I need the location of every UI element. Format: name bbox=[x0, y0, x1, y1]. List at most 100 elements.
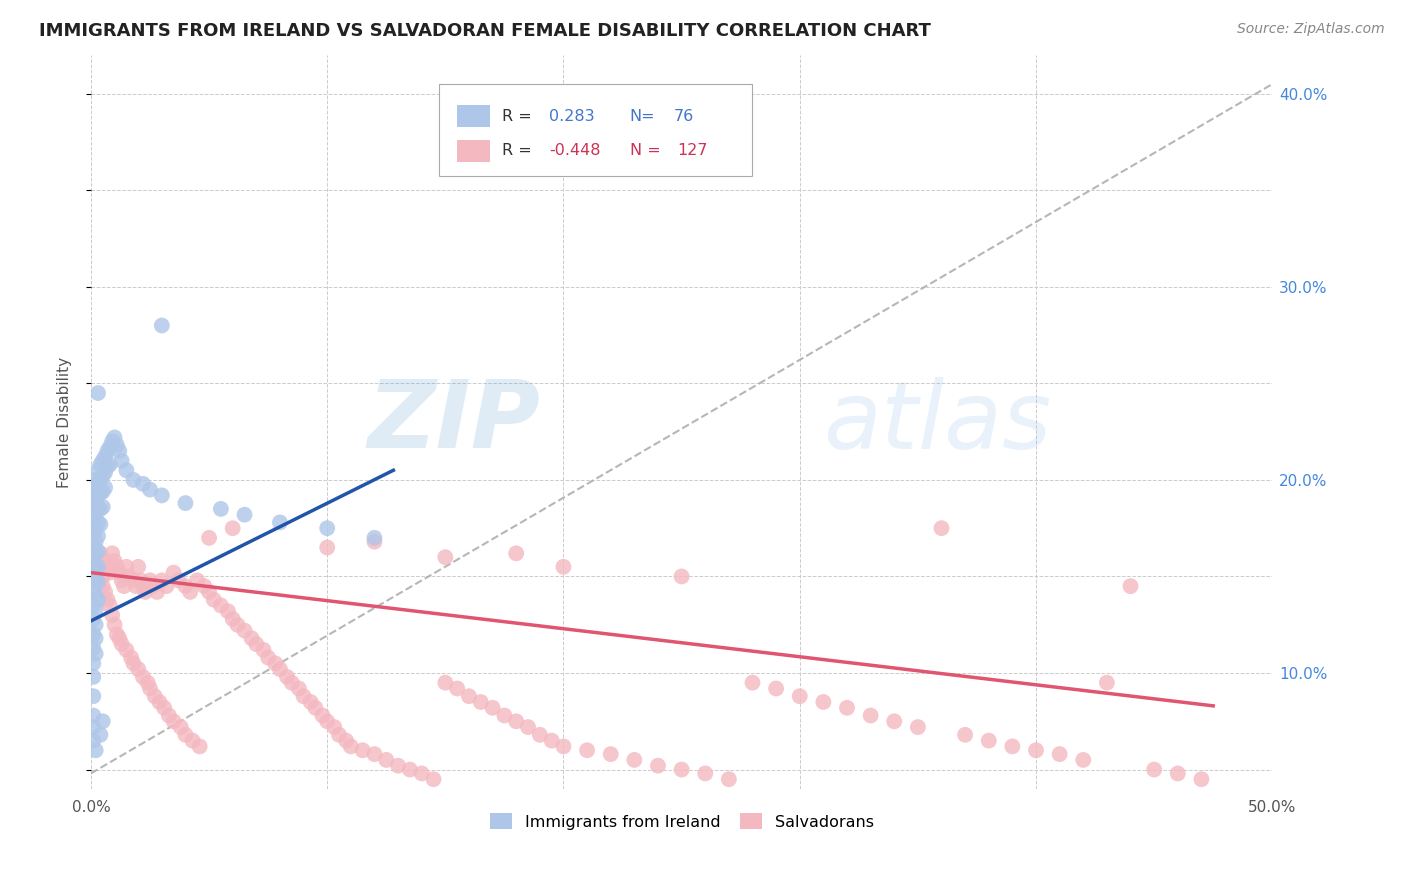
Point bbox=[813, 695, 835, 709]
Point bbox=[695, 766, 717, 780]
Point bbox=[89, 473, 111, 487]
Point bbox=[276, 670, 298, 684]
Point bbox=[103, 554, 125, 568]
Point bbox=[103, 430, 125, 444]
Point bbox=[101, 546, 124, 560]
Point bbox=[91, 453, 114, 467]
Point bbox=[91, 500, 114, 514]
Point bbox=[835, 700, 858, 714]
Point bbox=[84, 521, 107, 535]
Point bbox=[111, 637, 134, 651]
Point bbox=[87, 544, 110, 558]
Point bbox=[139, 574, 162, 588]
Point bbox=[292, 689, 315, 703]
Point bbox=[91, 569, 114, 583]
Point bbox=[1143, 763, 1166, 777]
Point bbox=[540, 733, 562, 747]
Point bbox=[94, 554, 117, 568]
Text: -0.448: -0.448 bbox=[550, 143, 600, 158]
Point bbox=[89, 486, 111, 500]
Point bbox=[789, 689, 811, 703]
Point bbox=[108, 632, 131, 646]
Point bbox=[352, 743, 374, 757]
Point bbox=[111, 453, 134, 467]
Point bbox=[82, 657, 104, 671]
Point bbox=[155, 579, 177, 593]
Point bbox=[87, 559, 110, 574]
Point bbox=[883, 714, 905, 729]
Point bbox=[174, 728, 197, 742]
Text: R =: R = bbox=[502, 109, 531, 123]
Point bbox=[87, 529, 110, 543]
Point bbox=[118, 569, 141, 583]
Text: R =: R = bbox=[502, 143, 531, 158]
Point bbox=[136, 675, 159, 690]
Point bbox=[411, 766, 433, 780]
Point bbox=[576, 743, 599, 757]
Point bbox=[89, 728, 111, 742]
Point bbox=[87, 516, 110, 530]
Point bbox=[446, 681, 468, 696]
Point bbox=[108, 566, 131, 580]
Point bbox=[257, 650, 280, 665]
Point bbox=[186, 574, 208, 588]
Point bbox=[127, 662, 149, 676]
Point bbox=[1001, 739, 1024, 754]
Point bbox=[209, 502, 232, 516]
Point bbox=[82, 511, 104, 525]
Point bbox=[146, 585, 169, 599]
Point bbox=[87, 502, 110, 516]
Point bbox=[434, 550, 457, 565]
Point bbox=[188, 739, 211, 754]
Point bbox=[1049, 747, 1071, 761]
Point bbox=[1167, 766, 1189, 780]
Point bbox=[1119, 579, 1142, 593]
Point bbox=[105, 559, 128, 574]
Point bbox=[170, 720, 193, 734]
Point bbox=[741, 675, 763, 690]
Point bbox=[125, 579, 148, 593]
Point bbox=[162, 714, 184, 729]
Point bbox=[311, 708, 333, 723]
Point bbox=[115, 463, 138, 477]
Point bbox=[82, 612, 104, 626]
Point bbox=[139, 681, 162, 696]
Point bbox=[89, 546, 111, 560]
Point bbox=[181, 733, 204, 747]
Point bbox=[434, 675, 457, 690]
Text: 76: 76 bbox=[673, 109, 693, 123]
Point bbox=[316, 714, 339, 729]
Point bbox=[134, 585, 156, 599]
Point bbox=[84, 574, 107, 588]
Point bbox=[1189, 772, 1212, 787]
Bar bbox=[457, 105, 491, 127]
Point bbox=[599, 747, 621, 761]
Point bbox=[458, 689, 481, 703]
Point bbox=[209, 599, 232, 613]
Point bbox=[87, 463, 110, 477]
Point bbox=[1025, 743, 1047, 757]
Point bbox=[115, 643, 138, 657]
Point bbox=[153, 700, 176, 714]
Point bbox=[202, 592, 225, 607]
Point bbox=[105, 438, 128, 452]
Point bbox=[517, 720, 540, 734]
Point bbox=[299, 695, 322, 709]
Point bbox=[132, 476, 155, 491]
Point bbox=[94, 465, 117, 479]
Point bbox=[233, 624, 256, 638]
Point bbox=[375, 753, 398, 767]
Point bbox=[859, 708, 882, 723]
Point bbox=[269, 516, 291, 530]
Point bbox=[132, 579, 155, 593]
FancyBboxPatch shape bbox=[440, 85, 752, 177]
Point bbox=[671, 763, 693, 777]
Point bbox=[87, 559, 110, 574]
Point bbox=[470, 695, 492, 709]
Point bbox=[91, 579, 114, 593]
Point bbox=[112, 579, 135, 593]
Point bbox=[217, 604, 239, 618]
Point bbox=[179, 585, 201, 599]
Point bbox=[167, 574, 190, 588]
Point bbox=[141, 579, 163, 593]
